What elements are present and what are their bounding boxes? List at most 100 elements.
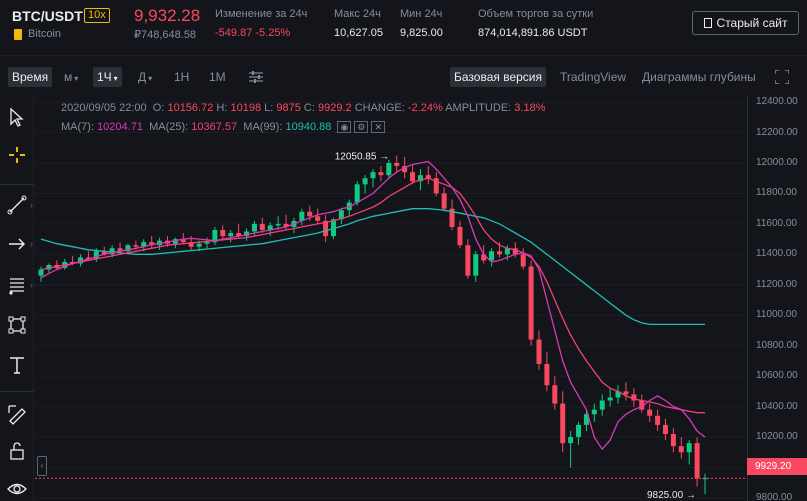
amplitude-label: AMPLITUDE: (445, 102, 512, 114)
rectangle-icon (8, 316, 26, 334)
lock-tool[interactable] (6, 440, 28, 462)
candle-body (552, 385, 558, 404)
candle-body (425, 175, 431, 179)
candle-body (536, 339, 542, 364)
indicator-settings-icon[interactable] (249, 71, 263, 83)
coin-name-row: Bitcoin (14, 28, 61, 40)
fullscreen-icon[interactable] (775, 70, 789, 84)
chart-canvas[interactable]: 12050.85 → 9825.00 → (35, 96, 747, 501)
price-tick: 9800.00 (756, 491, 793, 501)
candle-body (481, 254, 487, 261)
minutes-dropdown[interactable]: м (60, 67, 82, 87)
candle-body (101, 251, 107, 255)
cursor-tool[interactable] (6, 106, 28, 128)
day-dropdown[interactable]: Д (134, 67, 156, 87)
interval-month-button[interactable]: 1М (209, 70, 226, 84)
close-label: C: (303, 102, 315, 114)
interval-1h-dropdown[interactable]: 1Ч (93, 67, 122, 87)
price-tick: 12200.00 (756, 126, 798, 138)
open-value: 10156.72 (167, 102, 214, 114)
candle-body (275, 223, 281, 226)
stat-volume-label: Объем торгов за сутки (478, 8, 594, 20)
pair-title[interactable]: BTC/USDT (12, 8, 83, 24)
interval-week-button[interactable]: 1Н (174, 70, 190, 84)
lock-icon (10, 442, 24, 460)
candle-body (560, 403, 566, 444)
candle-body (149, 242, 155, 246)
arrow-tool[interactable] (6, 233, 28, 255)
candle-body (694, 443, 700, 479)
text-tool[interactable] (6, 354, 28, 376)
candle-body (599, 400, 605, 410)
chevron-right-icon[interactable]: › (30, 239, 33, 249)
candle-body (449, 208, 455, 227)
candle-body (236, 233, 242, 237)
price-axis[interactable]: 12400.00 12200.00 12000.00 11800.00 11600.00… (747, 96, 807, 501)
price-tick: 11400.00 (756, 248, 797, 260)
close-value: 9929.2 (317, 102, 352, 114)
stat-low: Мин 24ч 9,825.00 (400, 8, 443, 39)
candle-body (607, 397, 613, 401)
candle-body (386, 162, 392, 176)
candle-body (196, 243, 202, 247)
ma25-line (40, 177, 705, 414)
price-tick: 11800.00 (756, 187, 797, 199)
min-price-marker: 9825.00 → (647, 490, 696, 501)
max-price-marker: 12050.85 → (335, 151, 390, 162)
low-label: L: (264, 102, 274, 114)
candle-body (299, 211, 305, 221)
candle-body (259, 223, 265, 230)
collapse-handle[interactable]: ‹ (37, 456, 47, 476)
change-value: -2.24% (407, 102, 443, 114)
eye-icon[interactable]: ◉ (337, 121, 352, 134)
candle-body (117, 248, 123, 252)
price-tick: 10400.00 (756, 400, 798, 412)
candle-body (489, 251, 495, 261)
chevron-right-icon[interactable]: › (30, 280, 33, 290)
ohlc-info: 2020/09/05 22:00 O: 10156.72 H: 10198 L:… (61, 102, 545, 114)
candle-body (670, 434, 676, 447)
ma25-value: 10367.57 (191, 121, 238, 133)
candle-body (576, 424, 582, 438)
time-button[interactable]: Время (8, 67, 53, 87)
candle-body (125, 245, 131, 252)
amplitude-value: 3.18% (514, 102, 546, 114)
candle-body (647, 409, 653, 416)
ma7-line (40, 160, 706, 451)
ma99-label: MA(99): (243, 121, 283, 133)
candle-body (251, 223, 257, 232)
crosshair-tool[interactable] (6, 144, 28, 166)
candle-body (378, 172, 384, 176)
price-tick: 10800.00 (756, 339, 798, 351)
price-tick: 10200.00 (756, 431, 798, 443)
candle-body (172, 239, 178, 244)
trend-line-tool[interactable] (6, 194, 28, 216)
candle-body (133, 245, 139, 247)
visibility-tool[interactable] (6, 478, 28, 500)
measure-tool[interactable] (6, 403, 28, 425)
candlestick-chart[interactable]: 12050.85 → 9825.00 → 2020/09/05 22:00 O: … (35, 96, 747, 501)
candle-body (457, 226, 463, 246)
candle-body (520, 254, 526, 267)
depth-chart-tab[interactable]: Диаграммы глубины (642, 70, 756, 84)
close-icon[interactable]: ✕ (371, 121, 386, 134)
shape-tool[interactable] (6, 314, 28, 336)
settings-icon[interactable]: ⚙ (354, 121, 369, 134)
candle-body (38, 269, 44, 276)
old-site-button[interactable]: Старый сайт (692, 11, 799, 35)
market-header: BTC/USDT 10x Bitcoin 9,932.28 ₽748,648.5… (0, 0, 807, 56)
candle-body (410, 172, 416, 182)
candle-body (267, 225, 273, 230)
candle-body (283, 223, 289, 227)
chevron-right-icon[interactable]: › (30, 200, 33, 210)
candle-body (441, 193, 447, 209)
basic-version-tab[interactable]: Базовая версия (450, 67, 546, 87)
price-tick: 10600.00 (756, 370, 798, 382)
candle-body (678, 446, 684, 453)
tradingview-tab[interactable]: TradingView (560, 70, 627, 84)
fib-tool[interactable] (6, 274, 28, 296)
candle-body (362, 178, 368, 185)
candle-body (109, 248, 115, 255)
candle-body (465, 245, 471, 276)
candle-body (204, 242, 210, 244)
